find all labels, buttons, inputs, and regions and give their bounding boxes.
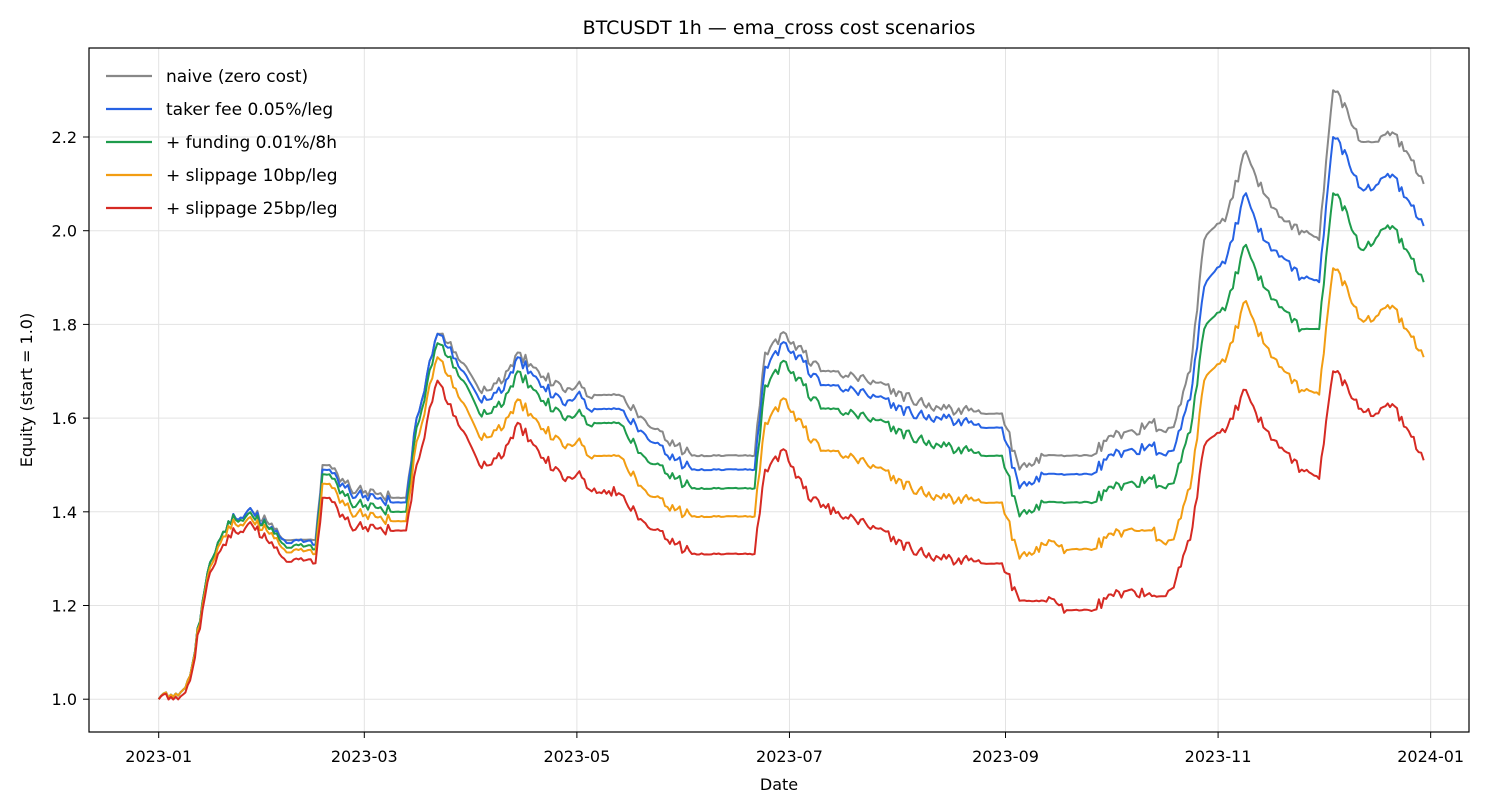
y-tick-label: 1.8	[52, 315, 77, 334]
legend-label: taker fee 0.05%/leg	[166, 100, 333, 120]
y-tick-label: 1.2	[52, 597, 77, 616]
series-line	[157, 192, 1425, 700]
legend-label: + funding 0.01%/8h	[166, 133, 337, 153]
y-tick-label: 1.6	[52, 409, 77, 428]
series-line	[157, 89, 1425, 700]
series-line	[157, 370, 1425, 701]
y-tick-label: 2.2	[52, 128, 77, 147]
chart-title: BTCUSDT 1h — ema_cross cost scenarios	[583, 17, 976, 39]
legend-label: naive (zero cost)	[166, 67, 308, 87]
series-layer	[157, 89, 1425, 701]
x-tick-label: 2023-05	[543, 747, 610, 766]
legend-label: + slippage 10bp/leg	[166, 166, 338, 186]
x-tick-label: 2023-03	[331, 747, 398, 766]
y-axis: 1.0 1.2 1.4 1.6 1.8 2.0 2.2	[52, 128, 89, 709]
y-axis-label: Equity (start = 1.0)	[17, 313, 36, 467]
legend: naive (zero cost) taker fee 0.05%/leg + fu…	[106, 67, 338, 219]
y-tick-label: 1.0	[52, 690, 77, 709]
x-tick-label: 2024-01	[1397, 747, 1464, 766]
y-tick-label: 2.0	[52, 222, 77, 241]
x-tick-label: 2023-07	[756, 747, 823, 766]
grid-layer	[89, 48, 1469, 732]
series-line	[157, 267, 1425, 700]
x-tick-label: 2023-09	[972, 747, 1039, 766]
series-line	[157, 136, 1425, 700]
x-tick-label: 2023-01	[125, 747, 192, 766]
x-axis-label: Date	[760, 775, 798, 794]
plot-frame	[88, 47, 1470, 733]
legend-label: + slippage 25bp/leg	[166, 199, 338, 219]
x-tick-label: 2023-11	[1185, 747, 1252, 766]
x-axis: 2023-01 2023-03 2023-05 2023-07 2023-09 2023-…	[125, 732, 1464, 766]
y-tick-label: 1.4	[52, 503, 77, 522]
